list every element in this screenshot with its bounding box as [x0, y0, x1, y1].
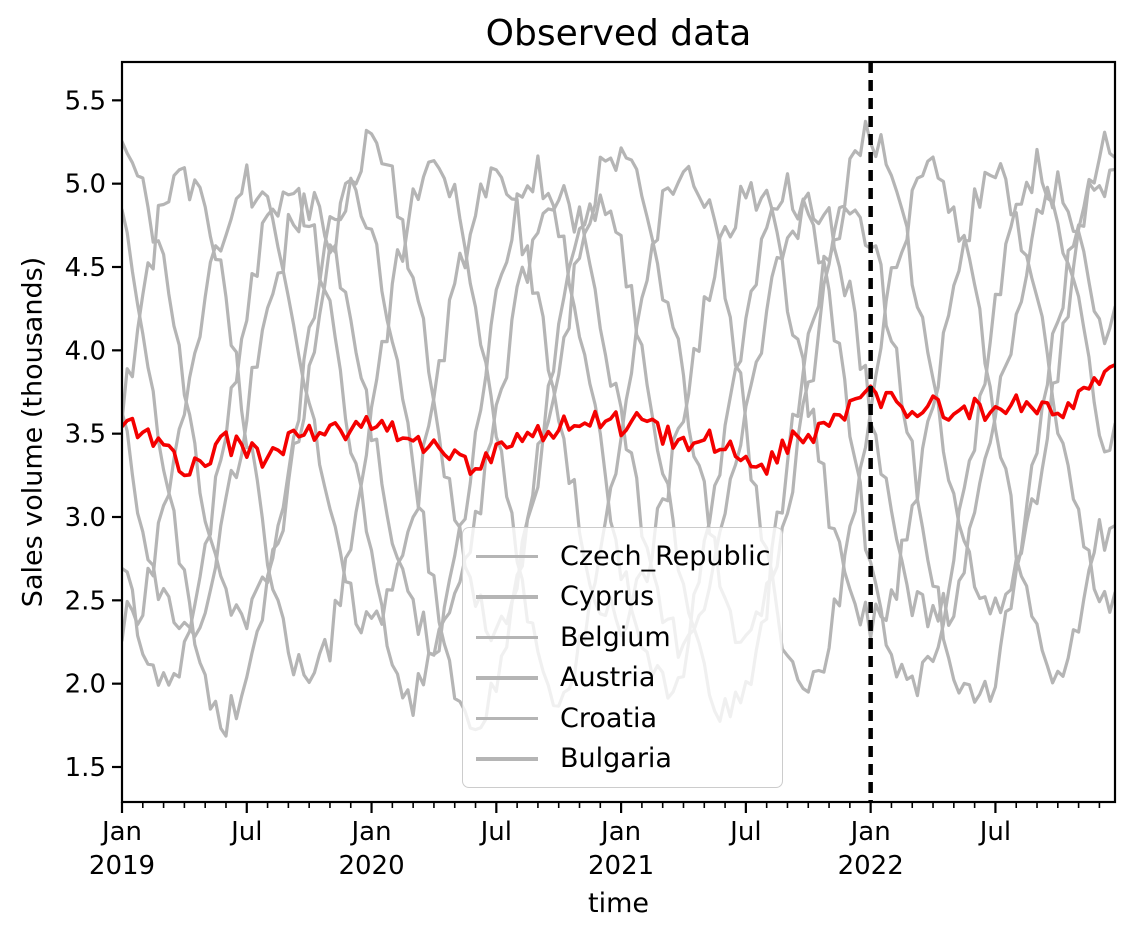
- y-tick-label: 5.0: [65, 170, 106, 200]
- legend-line-swatch: [476, 554, 538, 558]
- y-tick-label: 3.5: [65, 420, 106, 450]
- legend: Czech_Republic Cyprus Belgium Austria Cr…: [462, 527, 783, 788]
- y-tick-label: 5.5: [65, 86, 106, 116]
- legend-line-swatch: [476, 757, 538, 761]
- legend-label: Cyprus: [560, 581, 655, 613]
- legend-row-bulgaria: Bulgaria: [463, 739, 782, 780]
- x-tick-year-label: 2022: [838, 851, 904, 881]
- legend-line-swatch: [476, 595, 538, 599]
- x-tick-label: Jul: [978, 817, 1011, 847]
- legend-label: Czech_Republic: [560, 540, 771, 572]
- x-tick-label: Jan: [849, 817, 891, 847]
- chart-title: Observed data: [485, 13, 752, 54]
- series-line-belgium: [122, 155, 1115, 708]
- legend-row-cyprus: Cyprus: [463, 577, 782, 618]
- y-tick-label: 3.0: [65, 503, 106, 533]
- x-tick-label: Jan: [350, 817, 392, 847]
- y-axis-label: Sales volume (thousands): [17, 256, 49, 608]
- x-axis-label: time: [587, 888, 649, 919]
- x-tick-label: Jan: [599, 817, 641, 847]
- x-tick-label: Jul: [728, 817, 761, 847]
- legend-row-austria: Austria: [463, 658, 782, 699]
- legend-label: Austria: [560, 662, 656, 694]
- x-tick-label: Jul: [229, 817, 262, 847]
- legend-label: Belgium: [560, 621, 671, 653]
- x-tick-year-label: 2021: [588, 851, 654, 881]
- y-tick-label: 2.0: [65, 670, 106, 700]
- y-tick-label: 4.5: [65, 253, 106, 283]
- y-tick-label: 4.0: [65, 336, 106, 366]
- legend-line-swatch: [476, 635, 538, 639]
- axes-frame: [120, 60, 1117, 804]
- x-tick-label: Jan: [100, 817, 142, 847]
- legend-row-czech-republic: Czech_Republic: [463, 536, 782, 577]
- y-tick-label: 2.5: [65, 586, 106, 616]
- x-tick-year-label: 2019: [89, 851, 155, 881]
- x-tick-label: Jul: [479, 817, 512, 847]
- legend-row-croatia: Croatia: [463, 698, 782, 739]
- legend-line-swatch: [476, 676, 538, 680]
- x-tick-year-label: 2020: [338, 851, 404, 881]
- series-line-czech_republic: [122, 119, 1115, 645]
- legend-line-swatch: [476, 716, 538, 720]
- legend-label: Bulgaria: [560, 743, 672, 775]
- y-tick-label: 1.5: [65, 753, 106, 783]
- legend-label: Croatia: [560, 702, 658, 734]
- series-line-highlighted_series: [122, 363, 1115, 478]
- legend-row-belgium: Belgium: [463, 617, 782, 658]
- series-line-bulgaria: [122, 167, 1115, 738]
- series-line-austria: [122, 170, 1115, 659]
